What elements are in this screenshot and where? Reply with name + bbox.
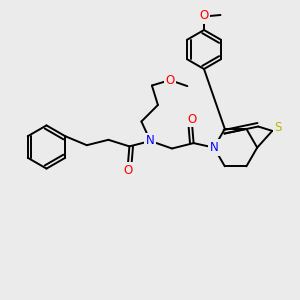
- Text: O: O: [165, 74, 175, 87]
- Text: O: O: [200, 9, 208, 22]
- Text: S: S: [274, 121, 282, 134]
- Text: O: O: [188, 112, 197, 126]
- Text: N: N: [210, 141, 218, 154]
- Text: O: O: [123, 164, 133, 177]
- Text: N: N: [146, 134, 155, 148]
